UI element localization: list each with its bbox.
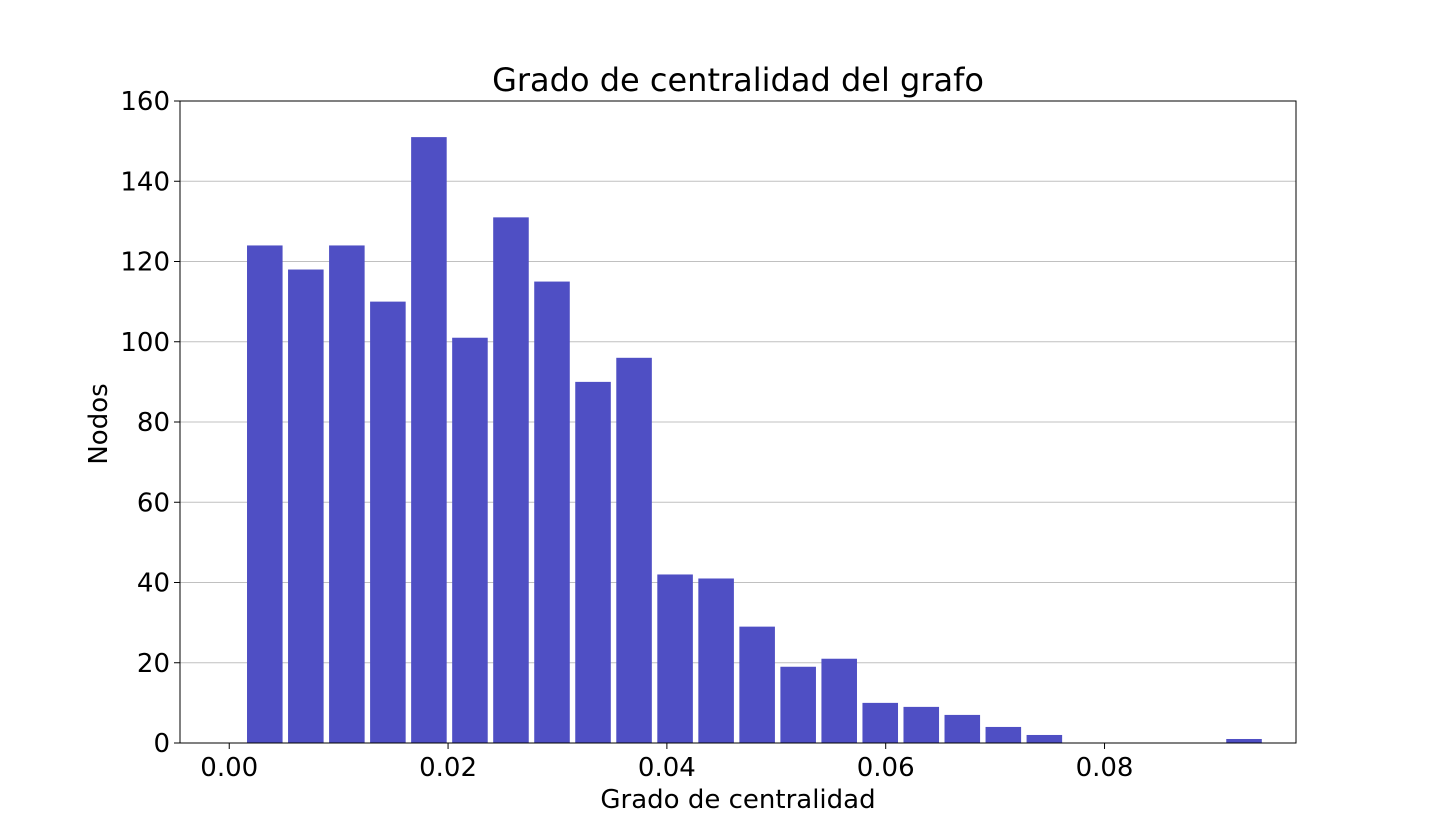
bar-0	[247, 245, 283, 743]
bar-13	[780, 666, 816, 743]
bar-14	[821, 658, 857, 743]
bar-16	[903, 706, 940, 743]
x-tick-label-0: 0.00	[200, 753, 258, 783]
bar-9	[616, 357, 652, 743]
y-tick-label-8: 160	[120, 87, 170, 117]
bar-1	[288, 269, 324, 743]
y-tick-label-1: 20	[137, 649, 170, 679]
y-tick-label-5: 100	[120, 328, 170, 358]
y-tick-label-7: 140	[120, 167, 170, 197]
bar-19	[1026, 734, 1063, 743]
bar-3	[370, 301, 406, 743]
x-tick-label-1: 0.02	[419, 753, 477, 783]
x-tick-label-2: 0.04	[638, 753, 696, 783]
bar-15	[862, 702, 899, 743]
bar-12	[739, 626, 775, 743]
bar-7	[534, 281, 570, 743]
x-axis-ticks: 0.00 0.02 0.04 0.06 0.08	[200, 743, 1133, 783]
bar-11	[698, 578, 734, 743]
bar-5	[452, 337, 488, 743]
bar-17	[944, 714, 981, 743]
y-axis-ticks: 0 20 40 60 80 100 120 140 160	[120, 87, 180, 759]
y-tick-label-2: 40	[137, 569, 170, 599]
bar-2	[329, 245, 365, 743]
bar-4	[411, 137, 447, 744]
x-tick-label-4: 0.08	[1076, 753, 1134, 783]
bar-24	[1226, 738, 1262, 743]
y-tick-label-3: 60	[137, 488, 170, 518]
bar-18	[985, 726, 1022, 743]
bar-10	[657, 574, 693, 743]
x-tick-label-3: 0.06	[857, 753, 915, 783]
y-tick-label-4: 80	[137, 408, 170, 438]
y-tick-label-6: 120	[120, 248, 170, 278]
bar-8	[575, 381, 611, 743]
grid-layer	[180, 180, 1296, 664]
x-axis-label: Grado de centralidad	[600, 785, 875, 815]
y-axis-label: Nodos	[84, 383, 114, 464]
y-tick-label-0: 0	[153, 729, 170, 759]
bar-6	[493, 217, 529, 744]
bar-layer	[247, 137, 1262, 744]
chart-title: Grado de centralidad del grafo	[492, 61, 984, 99]
